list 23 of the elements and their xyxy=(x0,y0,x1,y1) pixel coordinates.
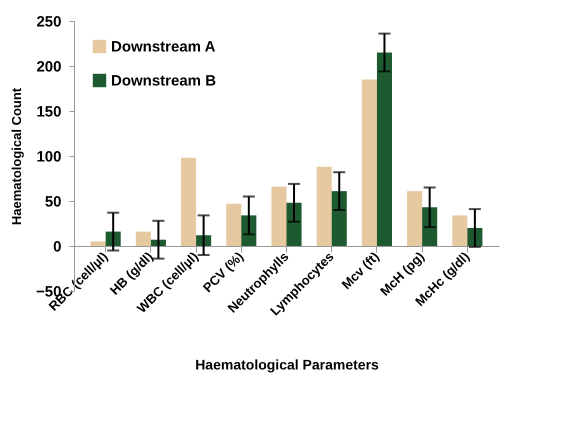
bar xyxy=(422,207,438,246)
legend-label: Downstream B xyxy=(111,72,216,90)
x-axis-title: Haematological Parameters xyxy=(195,356,380,372)
bar xyxy=(452,215,468,246)
bar xyxy=(181,158,196,246)
bar xyxy=(362,80,377,246)
y-tick-label: 0 xyxy=(53,238,62,256)
bar xyxy=(332,191,347,246)
legend-label: Downstream A xyxy=(111,38,216,56)
y-tick-label: 250 xyxy=(36,14,62,30)
y-tick-label: 200 xyxy=(36,58,62,76)
bar xyxy=(376,52,392,246)
y-tick-label: 150 xyxy=(36,104,62,120)
y-tick-label: 100 xyxy=(36,148,62,166)
bar xyxy=(90,242,106,246)
bar xyxy=(407,191,422,246)
bar xyxy=(226,204,242,246)
bar xyxy=(316,166,332,246)
bar xyxy=(136,232,151,246)
y-axis-title: Haematological Count xyxy=(9,87,24,226)
y-tick-label: 50 xyxy=(44,194,62,210)
bar xyxy=(271,186,286,246)
bar xyxy=(286,202,302,246)
